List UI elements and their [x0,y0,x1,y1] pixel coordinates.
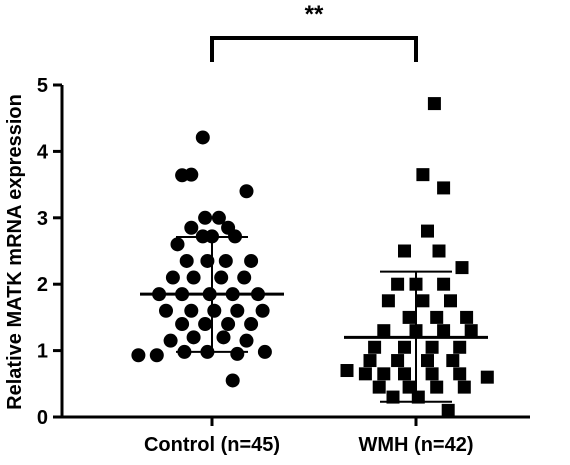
data-point-square [340,364,354,378]
y-tick-label: 3 [37,208,48,230]
data-point-square [391,277,405,291]
x-category-label: WMH (n=42) [359,434,474,456]
data-point-square [427,97,441,111]
data-point-square [398,367,411,381]
data-point-square [377,324,391,338]
data-point-square [372,380,386,394]
data-point-circle [230,346,245,361]
data-point-circle [211,210,226,225]
y-axis-title: Relative MATK mRNA expression [4,94,26,410]
significance-bracket-line [210,36,418,62]
data-point-circle [214,270,229,285]
data-point-circle [184,303,199,318]
data-point-circle [165,270,180,285]
summary-lines [140,236,488,403]
data-point-circle [230,303,245,318]
data-point-circle [198,317,213,332]
data-point-circle [184,220,199,235]
data-point-circle [244,317,259,332]
data-points [131,97,494,417]
data-point-square [381,294,395,308]
data-point-circle [149,348,164,363]
data-point-circle [195,130,210,145]
axes [60,85,530,419]
data-point-circle [131,348,146,363]
data-point-circle [198,210,213,225]
data-point-square [480,370,494,384]
data-point-circle [179,253,194,268]
data-point-square [386,390,400,404]
data-point-square [421,224,434,238]
data-point-square [425,340,439,354]
data-point-circle [218,253,233,268]
data-point-square [432,244,446,258]
data-point-square [402,310,416,324]
data-point-square [358,367,372,381]
data-point-square [455,261,469,275]
data-point-square [437,324,451,338]
data-point-square [416,168,430,182]
data-point-square [437,277,451,291]
data-point-circle [175,317,190,332]
data-point-square [460,310,474,324]
data-point-circle [184,167,199,182]
data-point-circle [170,237,185,252]
y-tick-label: 0 [37,407,48,429]
data-point-square [416,294,430,308]
data-point-circle [225,373,240,388]
data-point-circle [200,253,215,268]
y-tick-label: 5 [37,75,48,97]
data-point-square [398,340,411,354]
data-point-circle [216,330,231,345]
data-point-square [453,340,467,354]
data-point-circle [255,303,270,318]
data-point-square [437,181,451,195]
data-point-circle [239,333,254,348]
data-point-square [441,403,455,417]
data-point-circle [159,303,173,318]
data-point-square [457,380,471,394]
data-point-square [368,340,382,354]
y-tick-label: 2 [37,274,48,296]
data-point-circle [237,270,252,285]
y-tick-label: 4 [37,141,49,163]
data-point-square [430,310,444,324]
data-point-square [430,380,444,394]
data-point-circle [207,303,222,318]
data-point-circle [244,253,259,268]
x-category-label: Control (n=45) [144,434,280,456]
significance-label: ** [305,1,324,28]
data-point-square [363,354,377,368]
data-point-square [398,244,411,258]
data-point-square [425,367,439,381]
y-tick-label: 1 [37,341,48,363]
data-point-square [377,367,391,381]
data-point-circle [186,330,201,345]
data-point-square [464,324,478,338]
data-point-square [453,367,467,381]
significance-bracket: ** [210,1,418,62]
data-point-square [446,354,460,368]
data-point-circle [186,270,201,285]
data-point-circle [163,333,178,348]
data-point-square [421,354,434,368]
y-ticks: 0 1 2 3 4 5 [37,75,62,429]
data-point-square [391,354,405,368]
data-point-circle [221,317,236,332]
data-point-circle [257,344,272,359]
data-point-square [444,294,457,308]
data-point-circle [239,184,254,199]
data-point-square [402,380,416,394]
x-category-labels: Control (n=45) WMH (n=42) [144,417,474,456]
